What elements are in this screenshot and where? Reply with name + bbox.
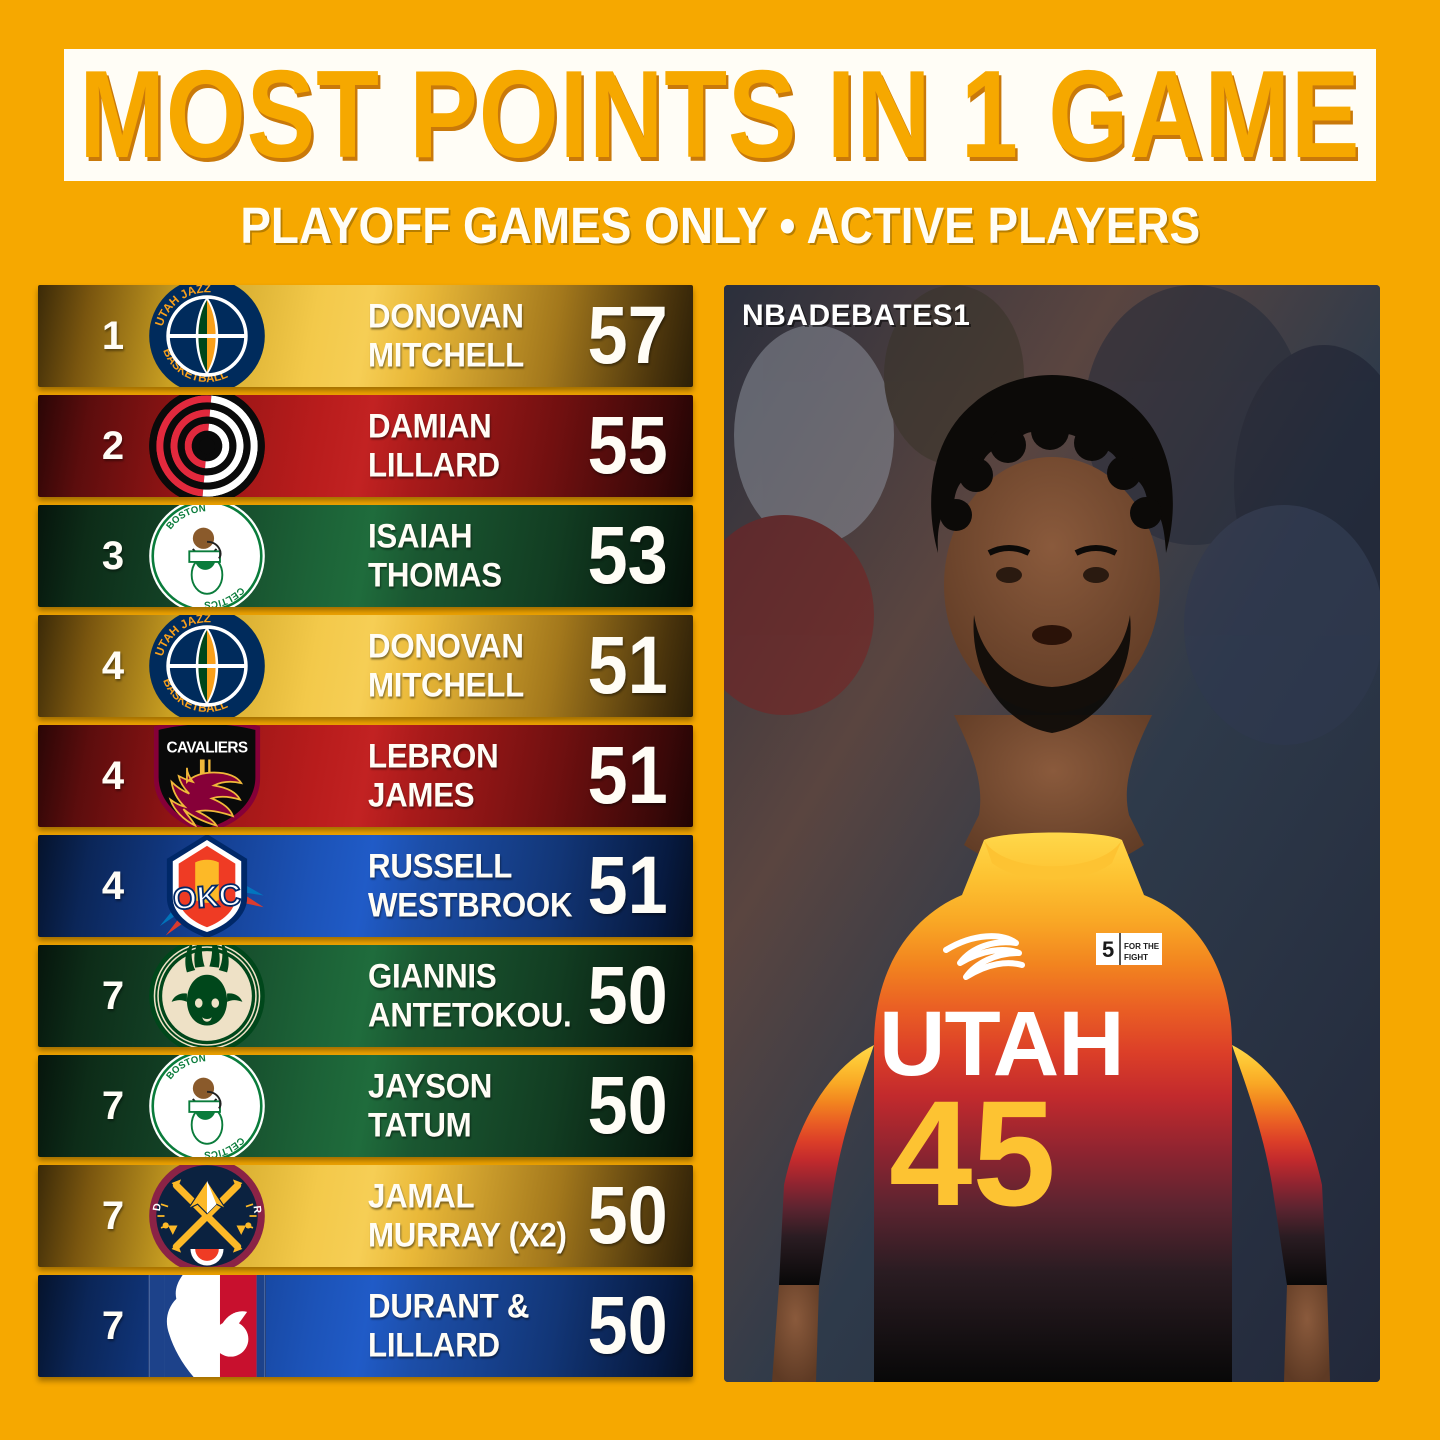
svg-text:5: 5 xyxy=(1102,937,1114,962)
svg-text:CAVALIERS: CAVALIERS xyxy=(167,739,248,756)
svg-text:45: 45 xyxy=(889,1069,1056,1237)
svg-text:FOR THE: FOR THE xyxy=(1124,942,1160,951)
svg-text:OKC: OKC xyxy=(172,878,242,917)
svg-text:FIGHT: FIGHT xyxy=(1124,953,1148,962)
